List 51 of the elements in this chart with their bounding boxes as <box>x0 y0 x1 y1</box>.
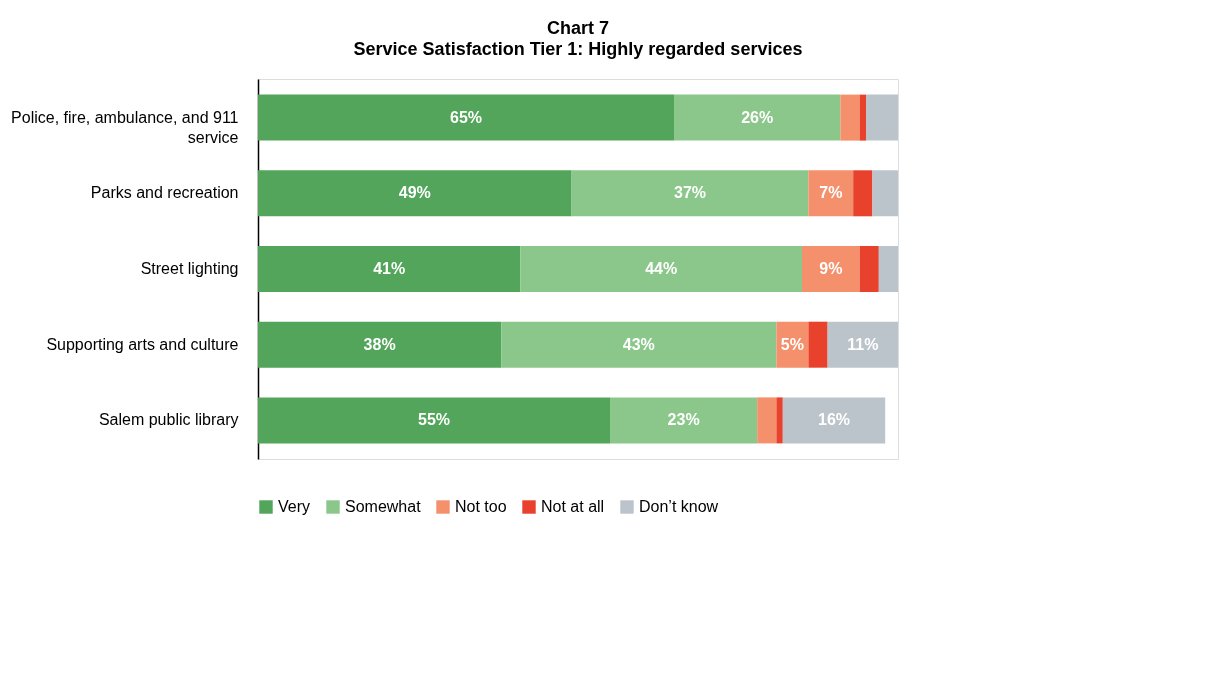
y-tick-label: Salem public library <box>98 411 239 429</box>
bar <box>757 397 777 444</box>
data-label: 38% <box>363 335 396 353</box>
bar <box>674 94 841 141</box>
data-label: 55% <box>417 411 451 429</box>
bar <box>520 246 802 292</box>
bar <box>872 170 898 217</box>
legend-label: Very <box>278 498 311 515</box>
bar <box>802 246 860 292</box>
data-label: 26% <box>741 108 774 126</box>
y-tick-label: Parks and recreation <box>90 184 239 202</box>
data-label: 49% <box>398 184 431 202</box>
bar <box>501 321 777 368</box>
bar <box>853 170 873 217</box>
bar <box>782 397 886 444</box>
legend-label: Don’t know <box>639 498 719 515</box>
bar <box>571 170 809 217</box>
data-label: 11% <box>847 335 879 353</box>
data-label: 65% <box>449 108 483 126</box>
legend-label: Somewhat <box>345 498 422 515</box>
bar <box>258 246 521 292</box>
data-label: 9% <box>819 260 843 277</box>
chart-subtitle: Service Satisfaction Tier 1: Highly regarded services <box>353 39 803 59</box>
bar <box>258 94 674 141</box>
bar <box>840 94 860 141</box>
bar <box>859 94 866 141</box>
bar <box>866 94 898 141</box>
data-label: 44% <box>645 260 678 277</box>
y-tick-label: Street lighting <box>140 260 239 277</box>
bar <box>258 170 572 217</box>
chart-title: Chart 7 <box>546 18 610 38</box>
data-label: 43% <box>622 335 655 353</box>
data-label: 37% <box>673 184 707 202</box>
bar <box>859 246 879 292</box>
data-label: 5% <box>780 335 804 353</box>
bar <box>610 397 758 444</box>
bar <box>878 246 898 292</box>
data-label: 16% <box>817 411 851 429</box>
bar <box>827 321 898 368</box>
y-tick-label: Supporting arts and culture <box>46 335 239 353</box>
data-label: 41% <box>373 260 406 277</box>
bar <box>808 321 828 368</box>
legend-label: Not too <box>455 498 507 515</box>
bar <box>258 397 610 444</box>
y-tick-label: Police, fire, ambulance, and 911 service <box>11 108 239 146</box>
data-label: 23% <box>667 411 700 429</box>
bar <box>776 397 783 444</box>
legend-label: Not at all <box>541 498 605 515</box>
data-label: 7% <box>819 184 843 202</box>
bar <box>258 321 502 368</box>
bar <box>808 170 854 217</box>
